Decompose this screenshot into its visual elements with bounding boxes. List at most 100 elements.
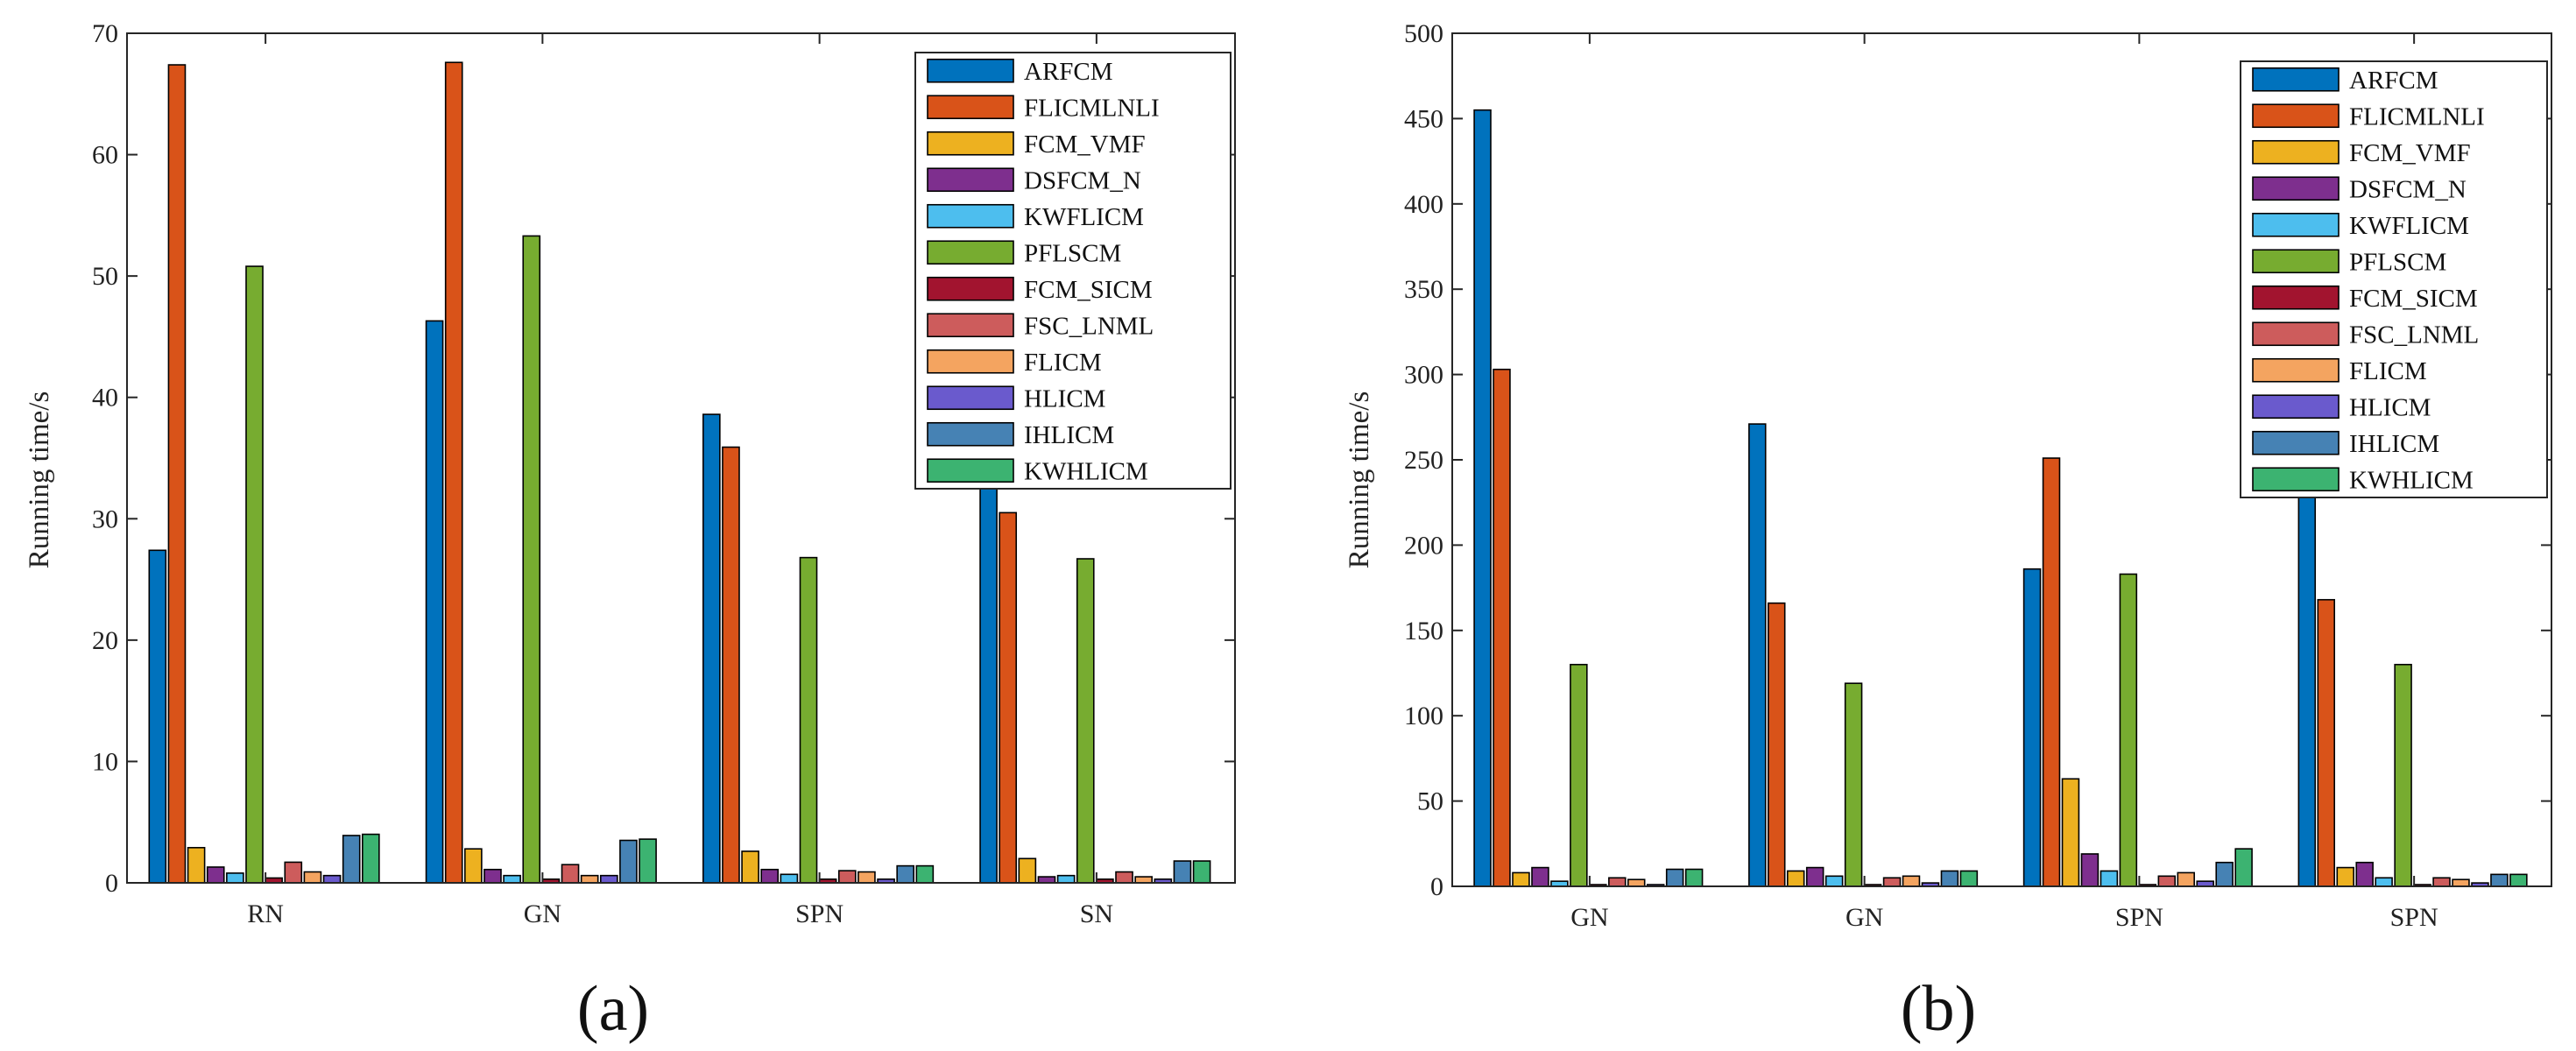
bar-flicmlnli-spn-3 <box>2317 598 2336 887</box>
y-tick-label: 60 <box>92 141 118 170</box>
y-tick-label: 50 <box>1417 787 1443 816</box>
bar-kwhlicm-gn-1 <box>639 838 657 884</box>
bar-fsc-lnml-sn-3 <box>1115 871 1133 884</box>
legend-swatch-kwflicm <box>2252 212 2340 237</box>
legend-swatch-flicm <box>2252 357 2340 383</box>
legend-label-pflscm: PFLSCM <box>2349 248 2446 276</box>
bar-kwflicm-gn-1 <box>503 874 521 884</box>
legend-swatch-flicmlnli <box>927 95 1014 120</box>
legend-label-arfcm: ARFCM <box>1024 58 1113 86</box>
bar-ihlicm-spn-2 <box>2215 861 2234 887</box>
y-tick-label: 40 <box>92 384 118 413</box>
x-category-label: GN <box>1570 903 1608 932</box>
bar-ihlicm-spn-3 <box>2490 873 2509 887</box>
legend-swatch-ihlicm <box>2252 430 2340 455</box>
bar-flicmlnli-spn-2 <box>722 446 740 884</box>
chart-b-panel-label: (b) <box>1901 973 1976 1045</box>
bar-kwflicm-gn-1 <box>1824 875 1844 887</box>
legend-box <box>914 52 1232 490</box>
bar-ihlicm-gn-1 <box>619 839 638 884</box>
legend-swatch-kwhlicm <box>2252 467 2340 492</box>
chart-a-panel-label: (a) <box>577 973 649 1045</box>
bar-pflscm-gn-1 <box>522 235 541 884</box>
bar-flicm-gn-0 <box>1627 878 1646 887</box>
bar-flicmlnli-gn-1 <box>1768 602 1786 887</box>
bar-fsc-lnml-spn-2 <box>2157 875 2177 887</box>
bar-pflscm-rn-0 <box>245 265 264 884</box>
bar-fsc-lnml-rn-0 <box>284 861 303 884</box>
legend-swatch-arfcm <box>2252 67 2340 92</box>
legend-label-kwhlicm: KWHLICM <box>1024 457 1148 485</box>
y-tick-label: 350 <box>1404 275 1443 304</box>
legend-label-flicmlnli: FLICMLNLI <box>2349 102 2485 130</box>
y-tick-label: 250 <box>1404 446 1443 475</box>
legend-swatch-fcm-sicm <box>927 276 1014 301</box>
legend-label-fcm-sicm: FCM_SICM <box>2349 285 2478 313</box>
y-tick-label: 0 <box>1430 872 1443 901</box>
bar-arfcm-rn-0 <box>148 549 167 884</box>
chart-b-legend: ARFCM FLICMLNLI FCM_VMF DSFCM_N KWFLICM PFLSC… <box>2240 60 2548 498</box>
bar-arfcm-gn-1 <box>1748 423 1767 887</box>
chart-b-y-axis-label: Running time/s <box>1344 391 1375 569</box>
bar-pflscm-spn-3 <box>2394 663 2412 887</box>
chart-a-legend: ARFCM FLICMLNLI FCM_VMF DSFCM_N KWFLICM PFLSC… <box>914 52 1232 490</box>
legend-label-hlicm: HLICM <box>2349 393 2431 421</box>
legend-label-arfcm: ARFCM <box>2349 67 2438 95</box>
legend-swatch-pflscm <box>927 240 1014 265</box>
bar-kwhlicm-spn-3 <box>2509 873 2528 887</box>
bar-dsfcm-n-spn-3 <box>2355 861 2374 887</box>
bar-flicm-spn-2 <box>2177 871 2195 887</box>
bar-fsc-lnml-gn-0 <box>1608 877 1627 887</box>
bar-fcm-vmf-gn-1 <box>1786 870 1805 887</box>
chart-a-axes: 0 10 20 30 40 50 60 70 RN GN SPN SN <box>92 19 1236 928</box>
legend-label-flicm: FLICM <box>2349 357 2427 385</box>
bar-ihlicm-gn-0 <box>1665 868 1684 887</box>
legend-swatch-fcm-vmf <box>2252 139 2340 165</box>
bar-fcm-vmf-spn-2 <box>741 850 759 884</box>
bar-arfcm-spn-2 <box>2022 568 2042 887</box>
x-category-label: GN <box>524 899 561 928</box>
x-category-label: SPN <box>2390 903 2438 932</box>
legend-box <box>2240 60 2548 498</box>
legend-label-ihlicm: IHLICM <box>1024 421 1114 449</box>
chart-b: 0 50 100 150 200 250 300 350 400 450 500 GN GN SPN SPN… <box>1344 19 2552 1045</box>
legend-swatch-ihlicm <box>927 421 1014 447</box>
legend-label-dsfcm-n: DSFCM_N <box>2349 175 2467 203</box>
bar-dsfcm-n-rn-0 <box>206 866 225 884</box>
legend-label-ihlicm: IHLICM <box>2349 430 2439 458</box>
legend-swatch-flicm <box>927 349 1014 374</box>
bar-arfcm-spn-2 <box>702 413 721 884</box>
bar-fcm-vmf-rn-0 <box>187 847 206 884</box>
legend-swatch-fcm-vmf <box>927 130 1014 156</box>
y-tick-label: 0 <box>105 869 118 898</box>
y-tick-label: 70 <box>92 19 118 48</box>
bar-kwflicm-spn-2 <box>780 873 799 884</box>
bar-kwflicm-spn-2 <box>2100 870 2119 887</box>
legend-label-fcm-sicm: FCM_SICM <box>1024 276 1153 304</box>
plot-area-frame <box>126 32 1236 884</box>
legend-swatch-fsc-lnml <box>927 313 1014 338</box>
y-tick-label: 10 <box>92 747 118 776</box>
bar-arfcm-sn-3 <box>979 475 998 884</box>
legend-swatch-flicmlnli <box>2252 103 2340 129</box>
legend-swatch-dsfcm-n <box>2252 176 2340 201</box>
y-tick-label: 20 <box>92 626 118 655</box>
bar-dsfcm-n-spn-2 <box>2080 853 2100 887</box>
bar-dsfcm-n-gn-0 <box>1531 866 1549 887</box>
bar-kwflicm-sn-3 <box>1056 874 1076 884</box>
x-category-label: GN <box>1846 903 1883 932</box>
chart-b-axes: 0 50 100 150 200 250 300 350 400 450 500 GN GN SPN SPN <box>1404 19 2552 932</box>
y-tick-label: 200 <box>1404 531 1443 560</box>
x-category-label: SPN <box>795 899 843 928</box>
bar-ihlicm-rn-0 <box>342 835 361 884</box>
bar-arfcm-gn-0 <box>1473 109 1492 887</box>
chart-b-bars <box>1473 109 2528 887</box>
bar-fcm-vmf-sn-3 <box>1018 857 1037 884</box>
bar-pflscm-spn-2 <box>2119 573 2138 887</box>
bar-dsfcm-n-sn-3 <box>1037 876 1056 884</box>
legend-swatch-pflscm <box>2252 249 2340 274</box>
bar-flicm-spn-2 <box>857 871 876 884</box>
legend-label-fcm-vmf: FCM_VMF <box>2349 139 2471 167</box>
legend-label-pflscm: PFLSCM <box>1024 239 1121 267</box>
bar-kwflicm-spn-3 <box>2375 877 2393 887</box>
